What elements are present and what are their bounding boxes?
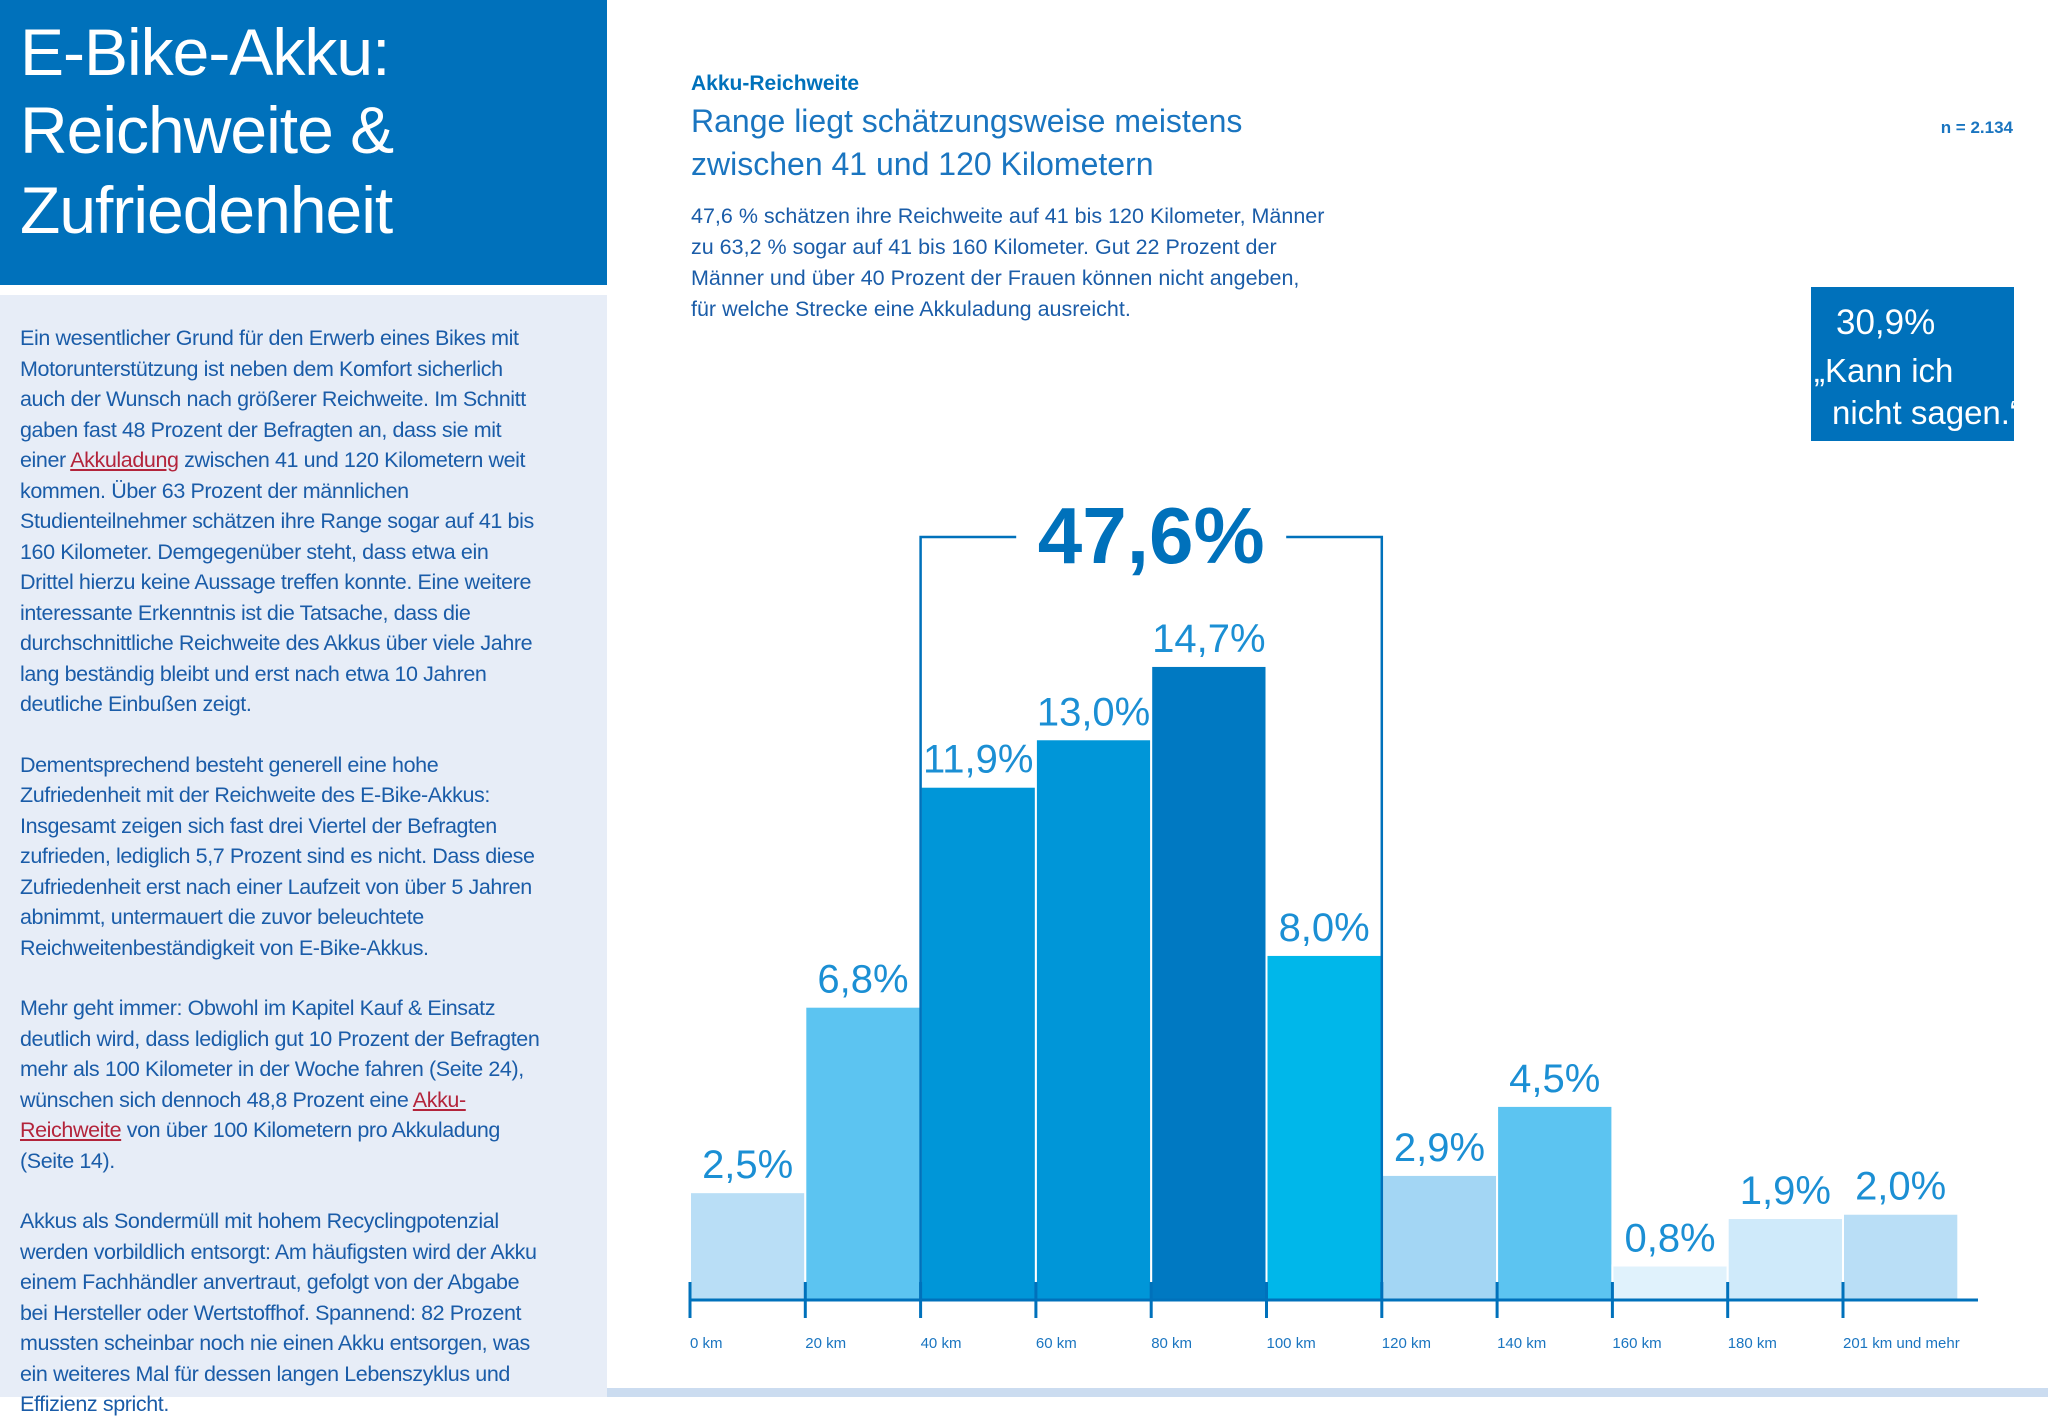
bar (1265, 953, 1383, 1302)
value-label: 2,9% (1394, 1126, 1485, 1170)
chart-subtitle: Range liegt schätzungsweise meistens (691, 103, 1242, 139)
bar (1611, 1264, 1729, 1301)
value-label: 1,9% (1740, 1169, 1831, 1213)
x-tick-label: 40 km (921, 1335, 962, 1352)
header-title: Zufriedenheit (20, 173, 393, 247)
description: für welche Strecke eine Akkuladung ausre… (691, 297, 1131, 321)
description: Männer und über 40 Prozent der Frauen kö… (691, 266, 1299, 290)
callout-value: 30,9% (1836, 303, 1935, 342)
paragraph: Ein wesentlicher Grund für den Erwerb ei… (20, 323, 540, 720)
chart-title: Akku-Reichweite (691, 72, 859, 95)
paragraph: Akkus als Sondermüll mit hohem Recycling… (20, 1206, 540, 1420)
bar (1380, 1173, 1499, 1301)
paragraph: Dementsprechend besteht generell eine ho… (20, 750, 540, 964)
x-tick-label: 80 km (1151, 1335, 1192, 1352)
value-label: 14,7% (1152, 617, 1265, 661)
header-title: Reichweite & (20, 93, 394, 167)
bar (1150, 664, 1268, 1301)
link[interactable]: Akku-Reichweite (20, 1087, 466, 1143)
text: Dementsprechend besteht generell eine ho… (20, 752, 535, 960)
bar (689, 1191, 807, 1301)
value-label: 8,0% (1279, 906, 1370, 950)
x-tick-label: 120 km (1382, 1335, 1431, 1352)
text: zwischen 41 und 120 Kilometern weit komm… (20, 448, 534, 716)
value-label: 6,8% (817, 958, 908, 1002)
bracket (919, 535, 1384, 1300)
x-tick-label: 180 km (1728, 1335, 1777, 1352)
header-title: E-Bike-Akku: (20, 15, 390, 89)
chart-subtitle: zwischen 41 und 120 Kilometern (691, 146, 1154, 182)
paragraph: Mehr geht immer: Obwohl im Kapitel Kauf … (20, 993, 540, 1176)
value-label: 13,0% (1037, 690, 1150, 734)
callout-text: nicht sagen.“ (1832, 394, 2021, 431)
bar (804, 1005, 922, 1302)
callout-text: „Kann ich (1814, 352, 1953, 389)
text: Ein wesentlicher Grund für den Erwerb ei… (20, 326, 526, 472)
bottom-strip (607, 1388, 2048, 1397)
header: E-Bike-Akku: Reichweite & Zufriedenheit (0, 0, 607, 285)
callout-box (1811, 287, 2014, 441)
x-tick-label: 140 km (1497, 1335, 1546, 1352)
bar (1034, 738, 1153, 1301)
bar (1726, 1217, 1844, 1301)
bar (919, 785, 1037, 1301)
x-tick-label: 60 km (1036, 1335, 1077, 1352)
sidebar: Ein wesentlicher Grund für den Erwerb ei… (0, 295, 607, 1416)
bar (1842, 1212, 1960, 1301)
value-label: 0,8% (1624, 1216, 1715, 1260)
description: 47,6 % schätzen ihre Reichweite auf 41 b… (691, 204, 1324, 228)
bracket-label-bg (1016, 497, 1287, 577)
x-tick-label: 201 km und mehr (1843, 1335, 1960, 1352)
text: von über 100 Kilometern pro Akkuladung (… (20, 1118, 500, 1173)
bar (1496, 1104, 1614, 1302)
x-tick-label: 100 km (1267, 1335, 1316, 1352)
x-tick-label: 0 km (690, 1335, 723, 1352)
value-label: 2,0% (1855, 1165, 1946, 1209)
value-label: 4,5% (1509, 1057, 1600, 1101)
x-tick-label: 160 km (1612, 1335, 1661, 1352)
value-label: 11,9% (923, 738, 1033, 782)
description: zu 63,2 % sogar auf 41 bis 160 Kilometer… (691, 235, 1277, 259)
x-tick-label: 20 km (805, 1335, 846, 1352)
value-label: 2,5% (702, 1143, 793, 1187)
bracket-label: 47,6% (1038, 491, 1265, 580)
link[interactable]: Akkuladung (70, 448, 179, 472)
text: Mehr geht immer: Obwohl im Kapitel Kauf … (20, 996, 540, 1112)
text: Akkus als Sondermüll mit hohem Recycling… (20, 1209, 537, 1416)
sample-size: n = 2.134 (1941, 118, 2014, 137)
